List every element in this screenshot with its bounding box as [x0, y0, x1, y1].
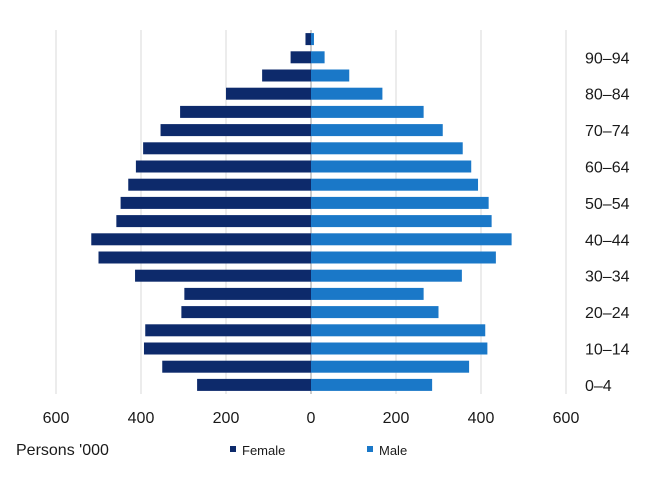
category-labels: 90–94 80–84 70–74 60–64 50–54 40–44 30–34 20–24… — [585, 50, 630, 395]
bar-male-5–9 — [311, 360, 470, 373]
bar-female-95–99 — [305, 33, 311, 46]
x-tick-label: 600 — [553, 410, 580, 427]
bar-female-35–39 — [98, 251, 311, 264]
bar-female-55–59 — [128, 178, 311, 191]
legend-swatch-female — [230, 446, 236, 452]
bar-male-30–34 — [311, 269, 462, 282]
bar-female-70–74 — [160, 124, 311, 137]
bar-male-15–19 — [311, 324, 486, 337]
bar-male-85–89 — [311, 69, 350, 82]
bar-male-70–74 — [311, 124, 443, 137]
bar-female-75–79 — [180, 105, 311, 118]
bar-female-45–49 — [116, 215, 311, 228]
bar-female-15–19 — [145, 324, 311, 337]
bar-female-30–34 — [135, 269, 311, 282]
bar-female-20–24 — [181, 306, 311, 319]
bar-male-50–54 — [311, 196, 489, 209]
category-label: 40–44 — [585, 232, 630, 249]
bar-male-20–24 — [311, 306, 439, 319]
category-label: 90–94 — [585, 50, 630, 67]
bar-female-85–89 — [262, 69, 311, 82]
bar-male-35–39 — [311, 251, 496, 264]
bar-female-25–29 — [184, 287, 311, 300]
gridlines — [55, 30, 567, 394]
category-label: 10–14 — [585, 342, 630, 359]
category-label: 60–64 — [585, 160, 630, 177]
x-tick-label: 200 — [213, 410, 240, 427]
bar-female-80–84 — [226, 87, 311, 100]
bar-female-65–69 — [143, 142, 311, 155]
legend-label-male: Male — [379, 443, 407, 458]
category-label: 0–4 — [585, 378, 612, 395]
bar-female-40–44 — [91, 233, 312, 246]
bar-male-65–69 — [311, 142, 463, 155]
bar-female-10–14 — [143, 342, 311, 355]
bar-male-90–94 — [311, 51, 325, 64]
x-tick-label: 400 — [128, 410, 155, 427]
bar-male-80–84 — [311, 87, 383, 100]
x-tick-label: 0 — [307, 410, 316, 427]
bar-male-45–49 — [311, 215, 492, 228]
bar-male-75–79 — [311, 105, 424, 118]
legend: Female Male — [230, 443, 407, 458]
legend-swatch-male — [367, 446, 373, 452]
bar-male-40–44 — [311, 233, 512, 246]
bar-female-0–4 — [197, 378, 311, 391]
category-label: 80–84 — [585, 87, 630, 104]
x-tick-label: 200 — [383, 410, 410, 427]
bar-female-5–9 — [162, 360, 311, 373]
bar-male-60–64 — [311, 160, 472, 173]
x-tick-label: 600 — [43, 410, 70, 427]
bar-female-90–94 — [290, 51, 311, 64]
bar-female-50–54 — [120, 196, 311, 209]
legend-label-female: Female — [242, 443, 285, 458]
bar-male-10–14 — [311, 342, 488, 355]
x-tick-label: 400 — [468, 410, 495, 427]
bar-female-60–64 — [135, 160, 311, 173]
bar-male-0–4 — [311, 378, 433, 391]
category-label: 70–74 — [585, 123, 630, 140]
x-axis-ticks: 600 400 200 0 200 400 600 — [43, 410, 580, 427]
category-label: 50–54 — [585, 196, 630, 213]
bars — [91, 33, 512, 391]
bar-male-95–99 — [311, 33, 314, 46]
category-label: 30–34 — [585, 269, 630, 286]
bar-male-25–29 — [311, 287, 424, 300]
category-label: 20–24 — [585, 305, 630, 322]
bar-male-55–59 — [311, 178, 479, 191]
x-axis-title: Persons '000 — [16, 442, 109, 459]
